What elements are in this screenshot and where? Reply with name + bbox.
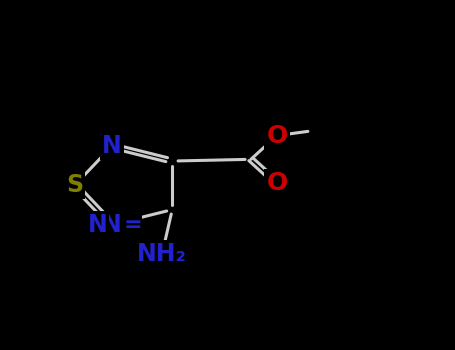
Text: O: O (266, 171, 288, 195)
Text: =: = (123, 215, 142, 234)
Text: N: N (102, 213, 122, 237)
Text: O: O (266, 124, 288, 148)
Text: N: N (102, 134, 122, 158)
Text: NH₂: NH₂ (137, 242, 187, 266)
Text: S: S (66, 173, 83, 197)
Text: N: N (88, 213, 107, 237)
